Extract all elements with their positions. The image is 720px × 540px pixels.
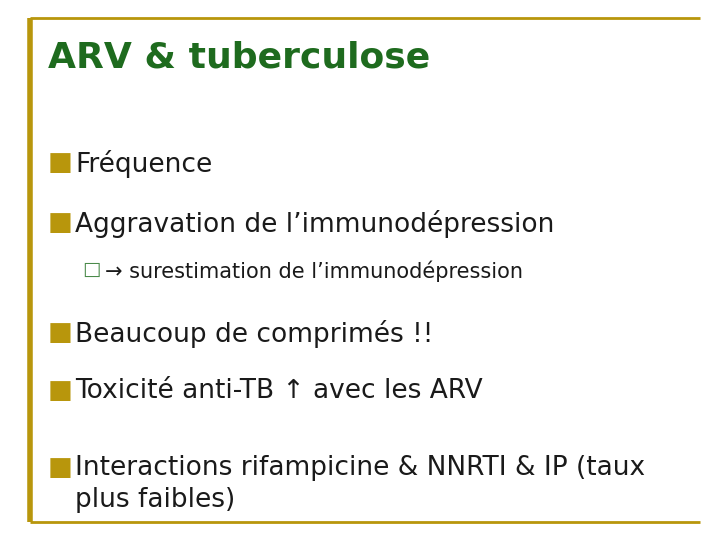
Text: □: □ (82, 260, 100, 279)
Text: ■: ■ (48, 378, 73, 404)
Text: Aggravation de l’immunodépression: Aggravation de l’immunodépression (75, 210, 554, 238)
Text: ■: ■ (48, 150, 73, 176)
Text: ■: ■ (48, 210, 73, 236)
Text: Interactions rifampicine & NNRTI & IP (taux
plus faibles): Interactions rifampicine & NNRTI & IP (t… (75, 455, 645, 513)
Text: Fréquence: Fréquence (75, 150, 212, 178)
Text: Beaucoup de comprimés !!: Beaucoup de comprimés !! (75, 320, 433, 348)
Text: ■: ■ (48, 455, 73, 481)
Text: → surestimation de l’immunodépression: → surestimation de l’immunodépression (105, 260, 523, 281)
Text: ■: ■ (48, 320, 73, 346)
Text: ARV & tuberculose: ARV & tuberculose (48, 40, 431, 74)
Text: Toxicité anti-TB ↑ avec les ARV: Toxicité anti-TB ↑ avec les ARV (75, 378, 482, 404)
